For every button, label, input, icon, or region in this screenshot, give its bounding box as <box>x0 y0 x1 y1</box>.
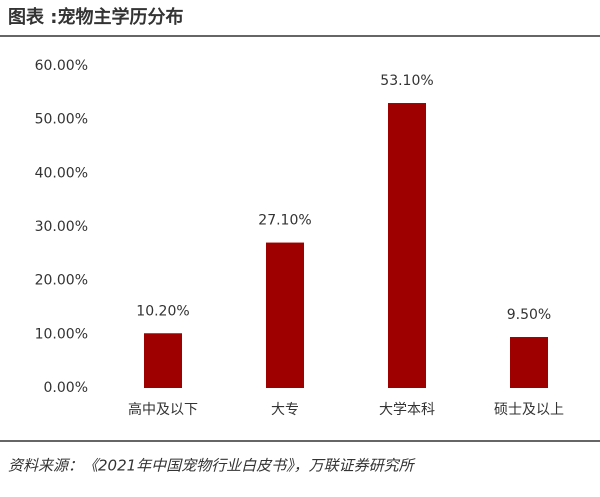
bar <box>510 337 548 388</box>
y-tick-label: 0.00% <box>44 380 88 396</box>
bar <box>144 333 182 388</box>
y-tick-label: 40.00% <box>35 165 88 181</box>
x-tick-label: 硕士及以上 <box>494 402 564 418</box>
y-tick-label: 60.00% <box>35 58 88 74</box>
data-label: 10.20% <box>136 303 189 319</box>
data-label: 53.10% <box>380 73 433 89</box>
y-tick-label: 30.00% <box>35 219 88 235</box>
y-tick-label: 50.00% <box>35 112 88 128</box>
x-tick-label: 大学本科 <box>379 402 435 418</box>
source-note: 资料来源：《2021年中国宠物行业白皮书》，万联证券研究所 <box>8 457 416 475</box>
x-tick-label: 高中及以下 <box>128 401 198 418</box>
x-tick-label: 大专 <box>271 402 299 418</box>
bar <box>388 103 426 388</box>
data-label: 9.50% <box>507 307 551 323</box>
bar <box>266 242 304 388</box>
data-label: 27.10% <box>258 213 311 229</box>
y-tick-label: 20.00% <box>35 273 88 289</box>
chart-title: 图表 :宠物主学历分布 <box>8 6 183 28</box>
y-tick-label: 10.00% <box>35 326 88 342</box>
